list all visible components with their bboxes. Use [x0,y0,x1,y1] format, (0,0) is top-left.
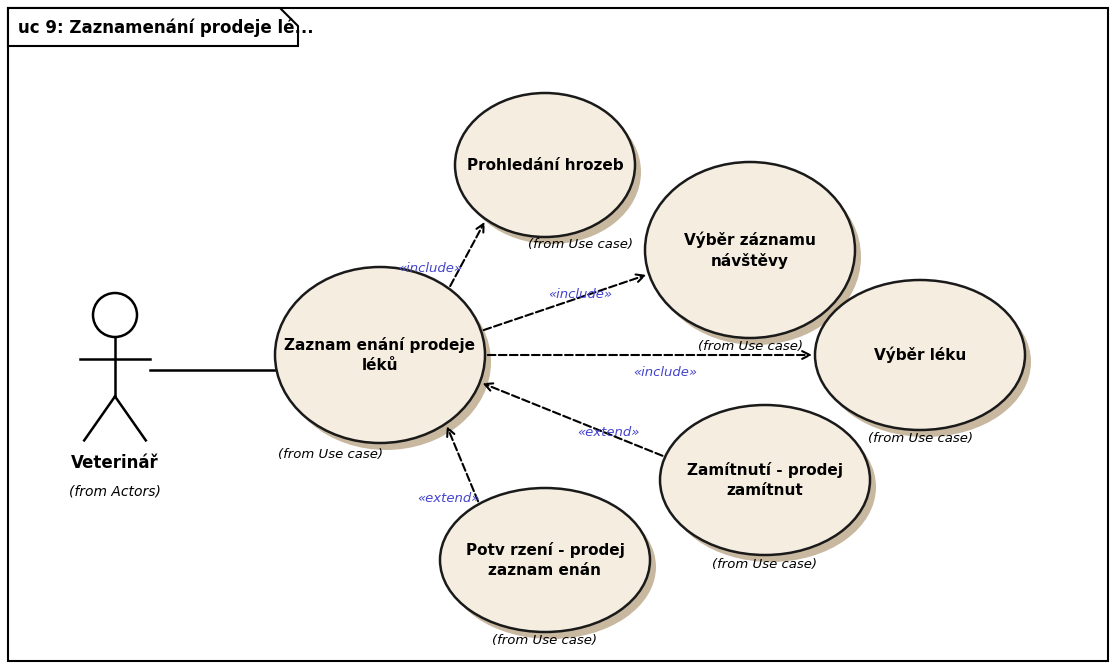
Ellipse shape [815,280,1024,430]
Text: (from Use case): (from Use case) [492,634,597,647]
Ellipse shape [821,287,1031,437]
Polygon shape [8,8,298,46]
Text: Potv rzení - prodej
zaznam enán: Potv rzení - prodej zaznam enán [465,542,625,578]
Text: Zamítnutí - prodej
zamítnut: Zamítnutí - prodej zamítnut [687,462,843,498]
Text: (from Use case): (from Use case) [698,340,802,353]
Text: (from Actors): (from Actors) [69,484,161,498]
Ellipse shape [645,162,855,338]
Text: «include»: «include» [398,262,462,274]
Text: (from Use case): (from Use case) [528,238,633,251]
Ellipse shape [660,405,870,555]
Ellipse shape [666,412,876,562]
Text: (from Use case): (from Use case) [867,432,972,445]
Text: «extend»: «extend» [416,492,479,504]
Text: «include»: «include» [548,288,612,302]
Text: Zaznam enání prodeje
léků: Zaznam enání prodeje léků [285,337,475,373]
Ellipse shape [651,169,862,345]
Ellipse shape [275,267,485,443]
Text: Výběr léku: Výběr léku [874,347,966,363]
FancyBboxPatch shape [8,8,1108,661]
Text: Prohledání hrozeb: Prohledání hrozeb [466,157,624,173]
Text: Veterinář: Veterinář [71,454,158,472]
Text: uc 9: Zaznamenání prodeje lé...: uc 9: Zaznamenání prodeje lé... [18,19,314,37]
Text: Výběr záznamu
návštěvy: Výběr záznamu návštěvy [684,231,816,269]
Ellipse shape [440,488,650,632]
Ellipse shape [455,93,635,237]
Ellipse shape [446,495,656,639]
Text: «include»: «include» [633,365,698,379]
Text: «extend»: «extend» [577,425,639,438]
Ellipse shape [461,100,641,244]
Text: (from Use case): (from Use case) [712,558,818,571]
Ellipse shape [281,274,491,450]
Text: (from Use case): (from Use case) [278,448,383,461]
